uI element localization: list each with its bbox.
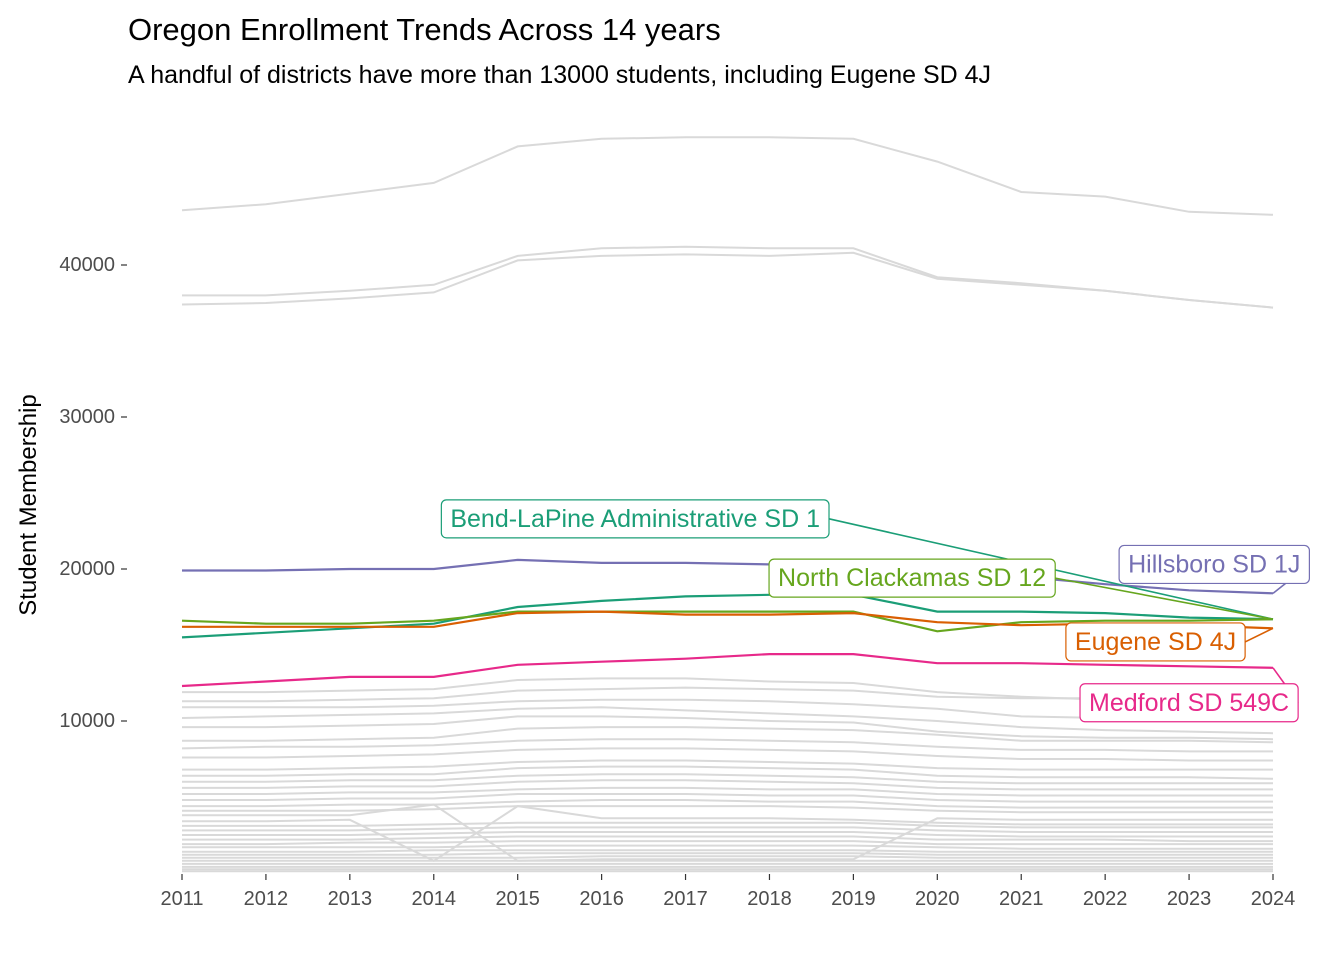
- background-line-17: [182, 799, 1273, 809]
- chart-subtitle: A handful of districts have more than 13…: [128, 61, 992, 89]
- district-label-text-0: Hillsboro SD 1J: [1128, 550, 1300, 578]
- x-tick-label-3: 2014: [412, 888, 457, 910]
- x-tick-label-2: 2013: [328, 888, 373, 910]
- background-line-25: [182, 840, 1273, 846]
- highlighted-district-labels: Hillsboro SD 1J Bend-LaPine Administrativ…: [440, 499, 1310, 723]
- y-tick-label-2: 30000: [59, 406, 115, 428]
- x-tick-label-9: 2020: [915, 888, 960, 910]
- background-district-lines: [181, 136, 1274, 873]
- district-label-box-4: [1079, 683, 1299, 723]
- background-line-26: [182, 844, 1273, 850]
- district-label-2: North Clackamas SD 12: [768, 558, 1056, 598]
- leader-line-3: [1244, 627, 1274, 643]
- district-label-0: Hillsboro SD 1J: [1118, 544, 1310, 585]
- x-tick-label-1: 2012: [244, 888, 289, 910]
- background-line-10: [182, 747, 1273, 762]
- district-label-text-4: Medford SD 549C: [1089, 689, 1289, 717]
- background-line-11: [182, 759, 1273, 771]
- district-label-1: Bend-LaPine Administrative SD 1: [440, 499, 830, 539]
- background-line-16: [182, 793, 1273, 803]
- background-line-21: [182, 821, 1273, 829]
- x-tick-label-6: 2017: [663, 888, 708, 910]
- background-line-6: [181, 706, 1274, 735]
- background-line-28: [182, 852, 1273, 856]
- chart-title: Oregon Enrollment Trends Across 14 years: [128, 12, 721, 47]
- highlighted-line-2: [181, 610, 1274, 633]
- background-line-7: [182, 715, 1274, 741]
- background-line-29: [182, 855, 1273, 859]
- background-line-23: [182, 831, 1273, 838]
- district-label-text-2: North Clackamas SD 12: [778, 564, 1046, 592]
- x-tick-label-11: 2022: [1083, 888, 1128, 910]
- background-line-18: [182, 805, 1273, 814]
- district-label-box-3: [1065, 622, 1246, 662]
- x-tick-label-4: 2015: [495, 888, 540, 910]
- background-line-14: [182, 779, 1273, 791]
- background-line-2: [181, 251, 1274, 309]
- x-tick-label-10: 2021: [999, 888, 1044, 910]
- y-axis: 10000 20000 30000 40000: [59, 254, 127, 732]
- x-tick-label-7: 2018: [747, 888, 792, 910]
- district-label-4: Medford SD 549C: [1079, 683, 1299, 723]
- background-line-15: [182, 786, 1273, 797]
- district-label-box-1: [440, 499, 830, 539]
- y-tick-label-0: 10000: [59, 710, 115, 732]
- background-line-27: [182, 849, 1273, 853]
- x-tick-label-0: 2011: [160, 888, 203, 910]
- background-line-9: [181, 738, 1273, 753]
- x-tick-label-12: 2023: [1167, 888, 1212, 910]
- y-axis-title: Student Membership: [15, 394, 42, 615]
- x-tick-label-13: 2024: [1251, 888, 1296, 910]
- district-label-text-1: Bend-LaPine Administrative SD 1: [450, 505, 820, 533]
- background-line-19: [182, 803, 1273, 862]
- x-tick-label-5: 2016: [579, 888, 624, 910]
- background-line-0: [181, 136, 1274, 216]
- district-label-box-2: [768, 558, 1056, 598]
- district-label-3: Eugene SD 4J: [1065, 622, 1246, 662]
- district-label-box-0: [1118, 544, 1310, 585]
- y-tick-label-3: 40000: [59, 254, 115, 276]
- x-tick-label-8: 2019: [831, 888, 876, 910]
- district-label-text-3: Eugene SD 4J: [1075, 628, 1236, 656]
- background-line-12: [182, 765, 1274, 780]
- background-line-13: [182, 773, 1273, 785]
- leader-line-2: [1055, 577, 1274, 620]
- highlighted-line-4: [181, 652, 1274, 688]
- y-tick-label-1: 20000: [59, 558, 115, 580]
- background-line-24: [182, 835, 1273, 843]
- background-line-8: [182, 726, 1274, 744]
- highlighted-line-0: [182, 558, 1274, 595]
- x-axis: 2011 2012 2013 2014 2015 2016 2017 2018 2019 2020…: [160, 874, 1295, 910]
- background-line-22: [182, 826, 1273, 833]
